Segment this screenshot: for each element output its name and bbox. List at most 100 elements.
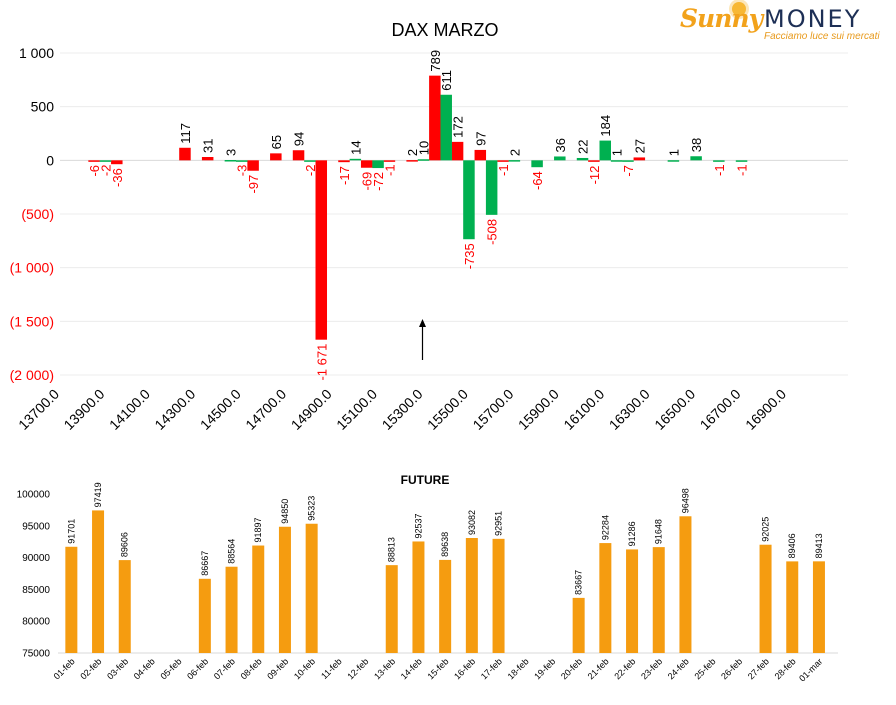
data-label: -7	[621, 165, 636, 177]
data-label: 92951	[494, 511, 504, 536]
x-tick-label: 14900.0	[288, 386, 335, 433]
x-tick-label: 13700.0	[15, 386, 62, 433]
data-label: -2	[98, 165, 113, 177]
bar	[383, 160, 396, 162]
data-label: -36	[110, 168, 125, 187]
data-label: 94	[292, 132, 307, 146]
data-label: 88813	[387, 537, 397, 562]
data-label: 611	[439, 70, 454, 91]
bar	[278, 526, 291, 653]
data-label: 91648	[654, 519, 664, 544]
logo: Sunny MONEY Facciamo luce sui mercati	[680, 2, 886, 44]
x-tick-label: 14-feb	[399, 656, 424, 681]
data-label: 97	[473, 131, 488, 145]
x-tick-label: 16-feb	[452, 656, 477, 681]
data-label: -1	[735, 164, 750, 176]
data-label: 88564	[227, 539, 237, 564]
bar	[247, 160, 259, 171]
data-label: 91897	[253, 518, 263, 543]
data-label: -1	[382, 164, 397, 176]
data-label: 97419	[93, 482, 103, 507]
bar	[349, 158, 362, 161]
data-label: 95323	[307, 496, 317, 521]
data-label: 789	[428, 50, 443, 72]
y-tick-label: 75000	[22, 649, 50, 660]
bar	[759, 544, 772, 653]
x-tick-label: 06-feb	[185, 656, 210, 681]
bar	[198, 578, 211, 653]
bar	[485, 160, 498, 215]
data-label: 2	[405, 149, 420, 156]
x-tick-label: 02-feb	[78, 656, 103, 681]
bar	[225, 566, 238, 653]
bar	[338, 160, 350, 163]
data-label: 89406	[787, 533, 797, 558]
x-tick-label: 03-feb	[105, 656, 130, 681]
data-label: -69	[360, 172, 375, 191]
data-label: 92284	[600, 515, 610, 540]
data-label: -1 671	[314, 344, 329, 381]
bar	[508, 160, 521, 162]
data-label: -1	[712, 164, 727, 176]
data-label: 14	[348, 140, 363, 154]
data-label: 2	[507, 149, 522, 156]
y-tick-label: 0	[46, 152, 54, 168]
x-tick-label: 18-feb	[506, 656, 531, 681]
x-tick-label: 11-feb	[319, 656, 344, 681]
x-tick-label: 25-feb	[692, 656, 717, 681]
bar	[65, 546, 78, 653]
bar	[315, 160, 328, 340]
x-tick-label: 16500.0	[651, 386, 698, 433]
x-tick-label: 16900.0	[742, 386, 789, 433]
bar	[429, 75, 441, 161]
x-tick-label: 19-feb	[532, 656, 557, 681]
x-tick-label: 24-feb	[666, 656, 691, 681]
bar	[360, 160, 373, 168]
bar	[713, 160, 725, 162]
x-tick-label: 05-feb	[158, 656, 183, 681]
x-tick-label: 13900.0	[60, 386, 107, 433]
bar	[531, 160, 543, 168]
y-tick-label: 1 000	[19, 45, 54, 61]
bar	[576, 157, 589, 161]
bar	[812, 561, 825, 653]
x-tick-label: 08-feb	[239, 656, 264, 681]
x-tick-label: 13-feb	[372, 656, 397, 681]
x-tick-label: 22-feb	[612, 656, 637, 681]
data-label: 92025	[761, 517, 771, 542]
data-label: 96498	[680, 488, 690, 513]
bar	[599, 543, 612, 653]
bar	[236, 160, 248, 162]
bar	[497, 160, 509, 162]
data-label: 91286	[627, 521, 637, 546]
logo-tagline: Facciamo luce sui mercati	[764, 31, 880, 42]
y-tick-label: 95000	[22, 521, 50, 532]
chart-title: DAX MARZO	[391, 20, 498, 40]
bar	[372, 160, 384, 169]
y-tick-label: (500)	[21, 206, 54, 222]
data-label: -2	[303, 165, 318, 177]
data-label: 94850	[280, 499, 290, 524]
bar	[554, 156, 566, 161]
data-label: -72	[371, 172, 386, 191]
chart-title: FUTURE	[401, 473, 450, 487]
bar	[690, 156, 702, 161]
bar	[304, 160, 316, 162]
data-label: -3	[235, 165, 250, 177]
y-tick-label: (1 000)	[10, 260, 54, 276]
x-tick-label: 04-feb	[132, 656, 157, 681]
bar	[735, 160, 748, 162]
bar	[406, 160, 418, 162]
data-label: 65	[269, 135, 284, 149]
y-tick-label: 500	[31, 99, 55, 115]
data-label: 22	[576, 140, 591, 154]
x-tick-label: 27-feb	[746, 656, 771, 681]
data-label: 91701	[66, 519, 76, 544]
x-tick-label: 15300.0	[379, 386, 426, 433]
bar	[179, 147, 191, 161]
bar	[224, 160, 237, 162]
data-label: 89638	[440, 532, 450, 557]
future-chart: FUTURE100000950009000085000800007500001-…	[17, 473, 838, 684]
data-label: -508	[485, 219, 500, 245]
data-label: 172	[451, 116, 466, 138]
